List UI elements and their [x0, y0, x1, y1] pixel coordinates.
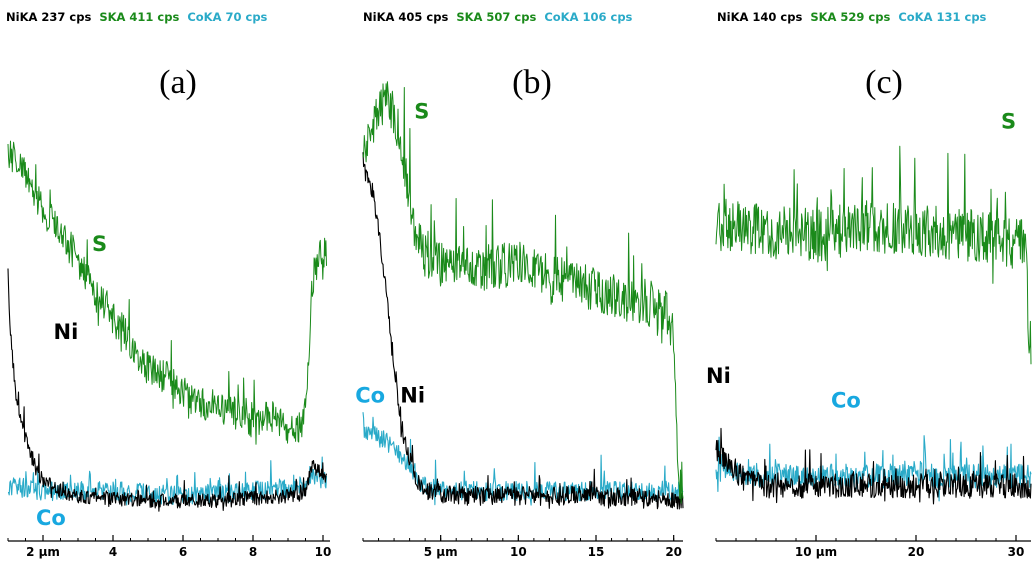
panel-a-element-labels: S Ni Co — [36, 232, 107, 530]
panel-c-label-ni: Ni — [706, 364, 731, 388]
panel-b-series-ni — [362, 152, 684, 510]
panel-a-label-ni: Ni — [54, 320, 79, 344]
panel-b-tick-label: 15 — [588, 545, 605, 559]
panel-a-tick-label: 10 — [315, 545, 332, 559]
panel-c: NiKA 140 cps SKA 529 cps CoKA 131 cps (c… — [706, 10, 1032, 559]
panel-b-header: NiKA 405 cps SKA 507 cps CoKA 106 cps — [363, 10, 633, 24]
panel-c-tick-label: 20 — [908, 545, 925, 559]
panel-a-x-axis: 2 µm 4 6 8 10 — [7, 535, 332, 559]
panel-c-header: NiKA 140 cps SKA 529 cps CoKA 131 cps — [717, 10, 987, 24]
panel-b-tick-label: 10 — [510, 545, 527, 559]
panel-a-series-ni — [7, 268, 328, 512]
panel-c-header-ni: NiKA 140 cps — [717, 10, 802, 24]
panel-c-label-co: Co — [831, 389, 861, 413]
panel-c-series — [715, 145, 1032, 505]
panel-a-header-co: CoKA 70 cps — [187, 10, 267, 24]
panel-a-series-s — [7, 140, 327, 445]
panel-b-header-s: SKA 507 cps — [456, 10, 536, 24]
panel-c-element-labels: S Ni Co — [706, 109, 1016, 412]
panel-b-label: (b) — [512, 64, 552, 101]
panel-b-label-s: S — [414, 100, 429, 124]
panel-a-header-s: SKA 411 cps — [99, 10, 179, 24]
panel-a: NiKA 237 cps SKA 411 cps CoKA 70 cps (a)… — [6, 10, 331, 559]
panel-c-header-s: SKA 529 cps — [810, 10, 890, 24]
panel-c-tick-label: 30 — [1008, 545, 1025, 559]
panel-b-tick-label: 5 µm — [424, 545, 458, 559]
panel-b-header-ni: NiKA 405 cps — [363, 10, 448, 24]
panel-a-tick-label: 2 µm — [26, 545, 60, 559]
panel-a-label-s: S — [92, 232, 107, 256]
panel-c-header-co: CoKA 131 cps — [898, 10, 986, 24]
panel-b-header-co: CoKA 106 cps — [544, 10, 632, 24]
panel-a-label: (a) — [159, 64, 197, 101]
panel-b-label-ni: Ni — [400, 384, 425, 408]
panel-a-series-co — [8, 456, 328, 506]
panel-a-label-co: Co — [36, 506, 66, 530]
panel-a-header: NiKA 237 cps SKA 411 cps CoKA 70 cps — [6, 10, 268, 24]
panel-b-series-s — [362, 81, 684, 504]
panel-b-element-labels: S Co Ni — [355, 100, 429, 408]
panel-a-header-ni: NiKA 237 cps — [6, 10, 91, 24]
panel-b: NiKA 405 cps SKA 507 cps CoKA 106 cps (b… — [355, 10, 684, 559]
panel-c-tick-label: 10 µm — [795, 545, 837, 559]
panel-c-label-s: S — [1001, 109, 1016, 133]
panel-a-series — [7, 140, 328, 512]
panel-a-tick-label: 4 — [109, 545, 117, 559]
panel-c-label: (c) — [865, 64, 903, 101]
panel-c-series-s — [715, 145, 1032, 365]
panel-c-series-ni — [715, 427, 1032, 505]
panel-b-x-axis: 5 µm 10 15 20 — [362, 535, 683, 559]
panel-a-tick-label: 8 — [249, 545, 257, 559]
panel-b-series — [362, 81, 684, 510]
panel-c-x-axis: 10 µm 20 30 — [715, 535, 1031, 559]
panel-b-label-co: Co — [355, 384, 385, 408]
panel-a-tick-label: 6 — [179, 545, 187, 559]
panel-b-tick-label: 20 — [665, 545, 682, 559]
